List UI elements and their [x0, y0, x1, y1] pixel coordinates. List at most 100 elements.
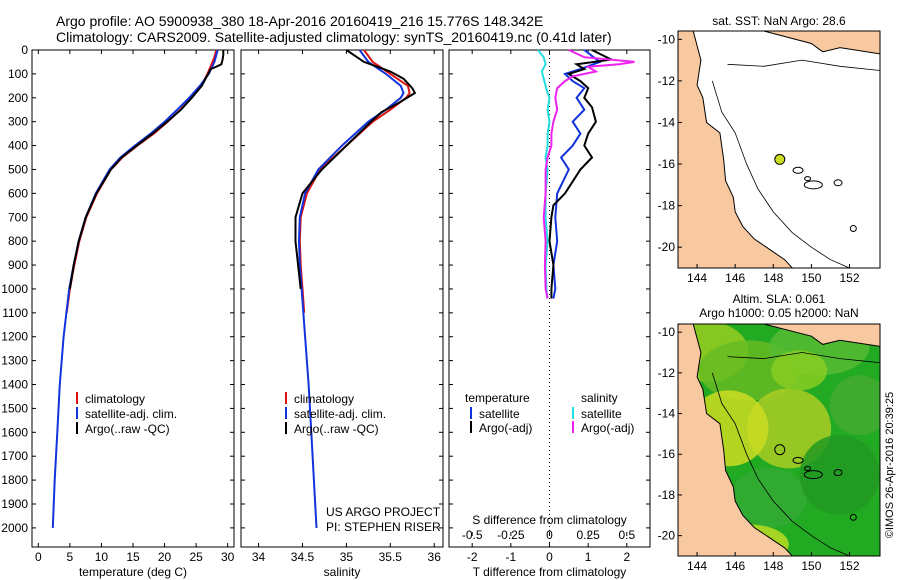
x-tick-label: 34.5: [291, 550, 315, 564]
sla-patch: [799, 434, 880, 515]
map-frame: [677, 323, 881, 557]
pi-label: PI: STEPHEN RISER: [326, 520, 441, 534]
x-tick-label: 0: [35, 550, 42, 564]
x-tick-label: 0: [546, 550, 553, 564]
y-tick-label: 300: [8, 115, 28, 129]
map-bottom: 144 146 148 150 152 -10 -12 -14 -16 -18 -20: [658, 323, 881, 573]
legend-title: temperature: [465, 391, 530, 405]
y-tick-label: -12: [658, 366, 676, 380]
reef-outline: [792, 166, 804, 174]
panel-frame: [31, 49, 235, 548]
legend-label: climatology: [294, 392, 354, 406]
y-tick-label: 900: [8, 258, 28, 272]
depth-contour: [727, 59, 880, 71]
depth-contour: [711, 372, 850, 556]
x-tick-label: 2: [623, 550, 630, 564]
series-line-climatology: [65, 49, 218, 313]
x-axis-label: salinity: [324, 565, 361, 579]
y-tick-label: -12: [658, 74, 676, 88]
panel-frame: [240, 49, 444, 548]
y-tick-label: 200: [8, 91, 28, 105]
y-tick-label: -14: [658, 115, 676, 129]
x-tick-label: 20: [158, 550, 172, 564]
x-tick-label: 144: [687, 559, 707, 573]
panel-differences: -2 -1 0 1 2T difference from climatology -0.5…: [448, 49, 651, 579]
series-line-argorawqc: [68, 50, 225, 290]
land-mass-png: [763, 324, 880, 347]
land-mass: [678, 324, 793, 556]
x-tick-label: -1: [506, 550, 517, 564]
x-axis-label: T difference from climatology: [473, 565, 627, 579]
series-line-satelliteadjclim: [51, 49, 219, 528]
land-mass: [678, 31, 793, 268]
series-line-satellite: [552, 49, 602, 299]
series-line-argoadj: [542, 49, 635, 299]
legend-label: Argo(..raw -QC): [294, 422, 379, 436]
legend-label: Argo(..raw -QC): [85, 422, 170, 436]
argo-position-marker: [774, 153, 786, 165]
x-tick-label: 146: [725, 559, 745, 573]
y-tick-label: -18: [658, 488, 676, 502]
reef-outline: [833, 179, 843, 187]
series-line-satellite: [537, 49, 551, 299]
series-line-climatology: [298, 49, 411, 313]
x-tick-label: 15: [126, 550, 140, 564]
series-line-argoadj: [548, 49, 615, 299]
y-tick-label: 1700: [1, 449, 28, 463]
x-tick-label: 148: [763, 559, 783, 573]
land-mass-png: [763, 31, 880, 55]
y-tick-label: 1300: [1, 354, 28, 368]
x-tick-label: 144: [687, 271, 707, 285]
y-tick-label: -16: [658, 157, 676, 171]
y-tick-label: 1600: [1, 425, 28, 439]
legend-label: satellite-adj. clim.: [85, 407, 177, 421]
project-label: US ARGO PROJECT: [326, 505, 441, 519]
argo-position-marker: [774, 444, 786, 456]
legend-label: climatology: [85, 392, 145, 406]
x-tick-label: 148: [763, 271, 783, 285]
legend-label: satellite: [581, 407, 622, 421]
map-top-title: sat. SST: NaN Argo: 28.6: [712, 14, 846, 28]
series-line-argorawqc: [294, 49, 417, 290]
x-tick-label: 5: [67, 550, 74, 564]
y-tick-label: 1200: [1, 330, 28, 344]
x-tick-label: 30: [221, 550, 235, 564]
y-tick-label: -20: [658, 529, 676, 543]
y-tick-label: 1400: [1, 378, 28, 392]
reef-outline: [833, 469, 843, 477]
reef-outline: [804, 465, 812, 471]
depth-contour: [727, 352, 880, 364]
y-tick-label: 1500: [1, 401, 28, 415]
y-tick-label: 1900: [1, 497, 28, 511]
x-tick-label: 35.5: [379, 550, 403, 564]
x-tick-label: 152: [839, 559, 859, 573]
y-tick-label: -18: [658, 199, 676, 213]
legend-label: satellite: [479, 407, 520, 421]
x-tick-label: 1: [585, 550, 592, 564]
y-tick-label: 400: [8, 139, 28, 153]
x-tick-label: 36: [428, 550, 442, 564]
reef-outline: [803, 470, 823, 480]
y-tick-label: -10: [658, 32, 676, 46]
reef-outline: [803, 180, 823, 190]
y-tick-label: -16: [658, 447, 676, 461]
map-body: [678, 31, 880, 268]
y-tick-label: 800: [8, 234, 28, 248]
reef-outline: [792, 456, 804, 464]
y-tick-label: 1000: [1, 282, 28, 296]
y-tick-label: 1100: [2, 306, 28, 320]
y-tick-label: 0: [21, 43, 28, 57]
legend-label: Argo(-adj): [479, 421, 532, 435]
y-tick-label: -20: [658, 240, 676, 254]
y-tick-label: 700: [8, 210, 28, 224]
legend-label: satellite-adj. clim.: [294, 407, 386, 421]
x-axis-label: temperature (deg C): [79, 565, 187, 579]
series-line-satelliteadjclim: [297, 49, 405, 528]
y-tick-label: -10: [658, 325, 676, 339]
x2-tick-label: 0: [546, 528, 553, 542]
x2-tick-label: -0.5: [462, 528, 483, 542]
y-tick-label: 1800: [1, 473, 28, 487]
x-tick-label: 146: [725, 271, 745, 285]
reef-outline: [849, 225, 857, 232]
